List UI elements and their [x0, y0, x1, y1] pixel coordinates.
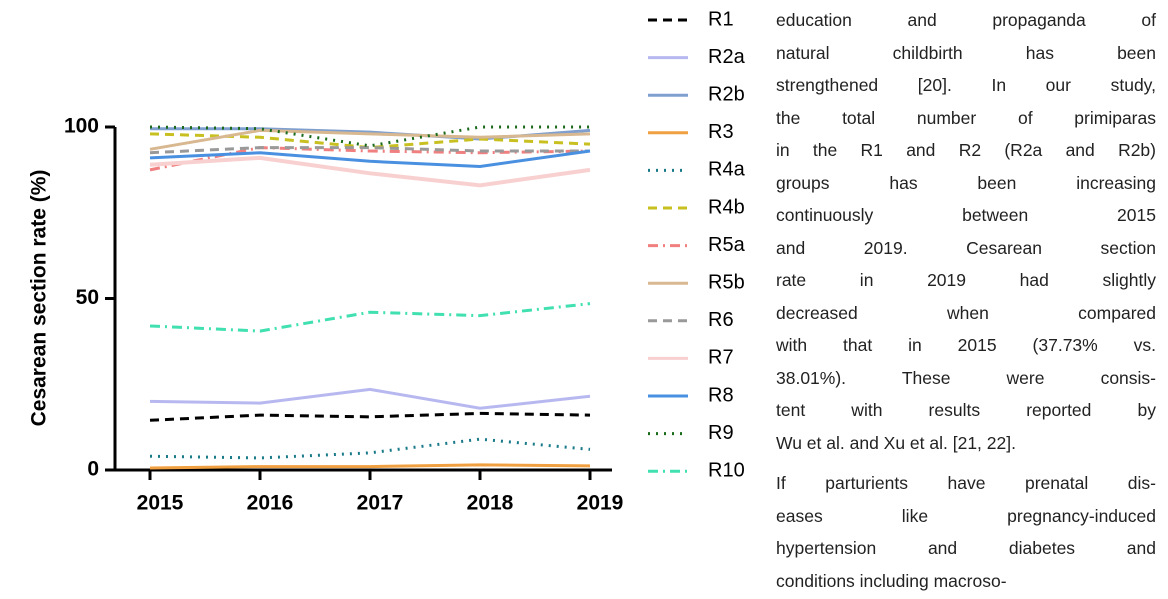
legend-label: R6	[708, 309, 734, 331]
series-line	[149, 411, 591, 422]
text-line: Wu et al. and Xu et al. [21, 22].	[776, 432, 1016, 453]
legend-label: R4b	[708, 196, 745, 218]
text-line: eases like pregnancy-induced	[776, 505, 1156, 526]
x-tick-label: 2017	[357, 492, 404, 515]
series-line	[149, 125, 590, 148]
series-line	[149, 387, 591, 410]
x-tick-label: 2018	[467, 492, 514, 515]
legend-label: R7	[708, 347, 734, 369]
series-line	[149, 437, 591, 460]
series-line	[149, 132, 591, 150]
series-line	[149, 463, 591, 470]
text-line: education and propaganda of	[776, 10, 1156, 30]
text-line: tent with results reported by	[776, 400, 1156, 420]
y-tick-label: 0	[87, 458, 99, 481]
legend-label: R8	[708, 384, 734, 406]
legend-label: R5a	[708, 234, 746, 256]
legend-label: R4a	[708, 159, 746, 181]
x-tick-label: 2015	[137, 492, 184, 515]
legend-label: R2a	[708, 46, 746, 68]
legend-label: R1	[708, 8, 734, 30]
text-line: with that in 2015 (37.73% vs.	[776, 335, 1156, 355]
legend-label: R5b	[708, 271, 745, 293]
text-line: the total number of primiparas	[776, 107, 1156, 128]
text-line: rate in 2019 had slightly	[776, 270, 1156, 290]
text-line: decreased when compared	[776, 302, 1156, 323]
series-line	[149, 128, 591, 151]
text-line: groups has been increasing	[776, 172, 1156, 193]
text-line: and 2019. Cesarean section	[776, 237, 1156, 258]
legend-label: R10	[708, 459, 745, 481]
y-axis-title: Cesarean section rate (%)	[28, 170, 51, 427]
text-line: conditions including macroso-	[776, 570, 1007, 591]
text-line: in the R1 and R2 (R2a and R2b)	[776, 140, 1156, 160]
text-line: hypertension and diabetes and	[776, 538, 1156, 558]
text-line: natural childbirth has been	[776, 42, 1156, 63]
legend-label: R2b	[708, 83, 745, 105]
text-line: strengthened [20]. In our study,	[776, 75, 1156, 95]
text-line: continuously between 2015	[776, 205, 1156, 225]
y-tick-label: 100	[64, 115, 99, 138]
legend-label: R9	[708, 422, 734, 444]
series-line	[149, 149, 591, 168]
text-line: 38.01%). These were consis-	[776, 367, 1156, 388]
series-line	[149, 155, 591, 188]
chart: Cesarean section rate (%) 0 50 100 2015 2016…	[28, 8, 746, 515]
series-line	[149, 302, 591, 333]
legend-label: R3	[708, 121, 734, 143]
x-tick-label: 2016	[247, 492, 294, 515]
y-tick-label: 50	[76, 286, 99, 309]
series-line	[149, 146, 590, 155]
text-line: If parturients have prenatal dis-	[776, 473, 1156, 493]
x-tick-label: 2019	[577, 492, 624, 515]
